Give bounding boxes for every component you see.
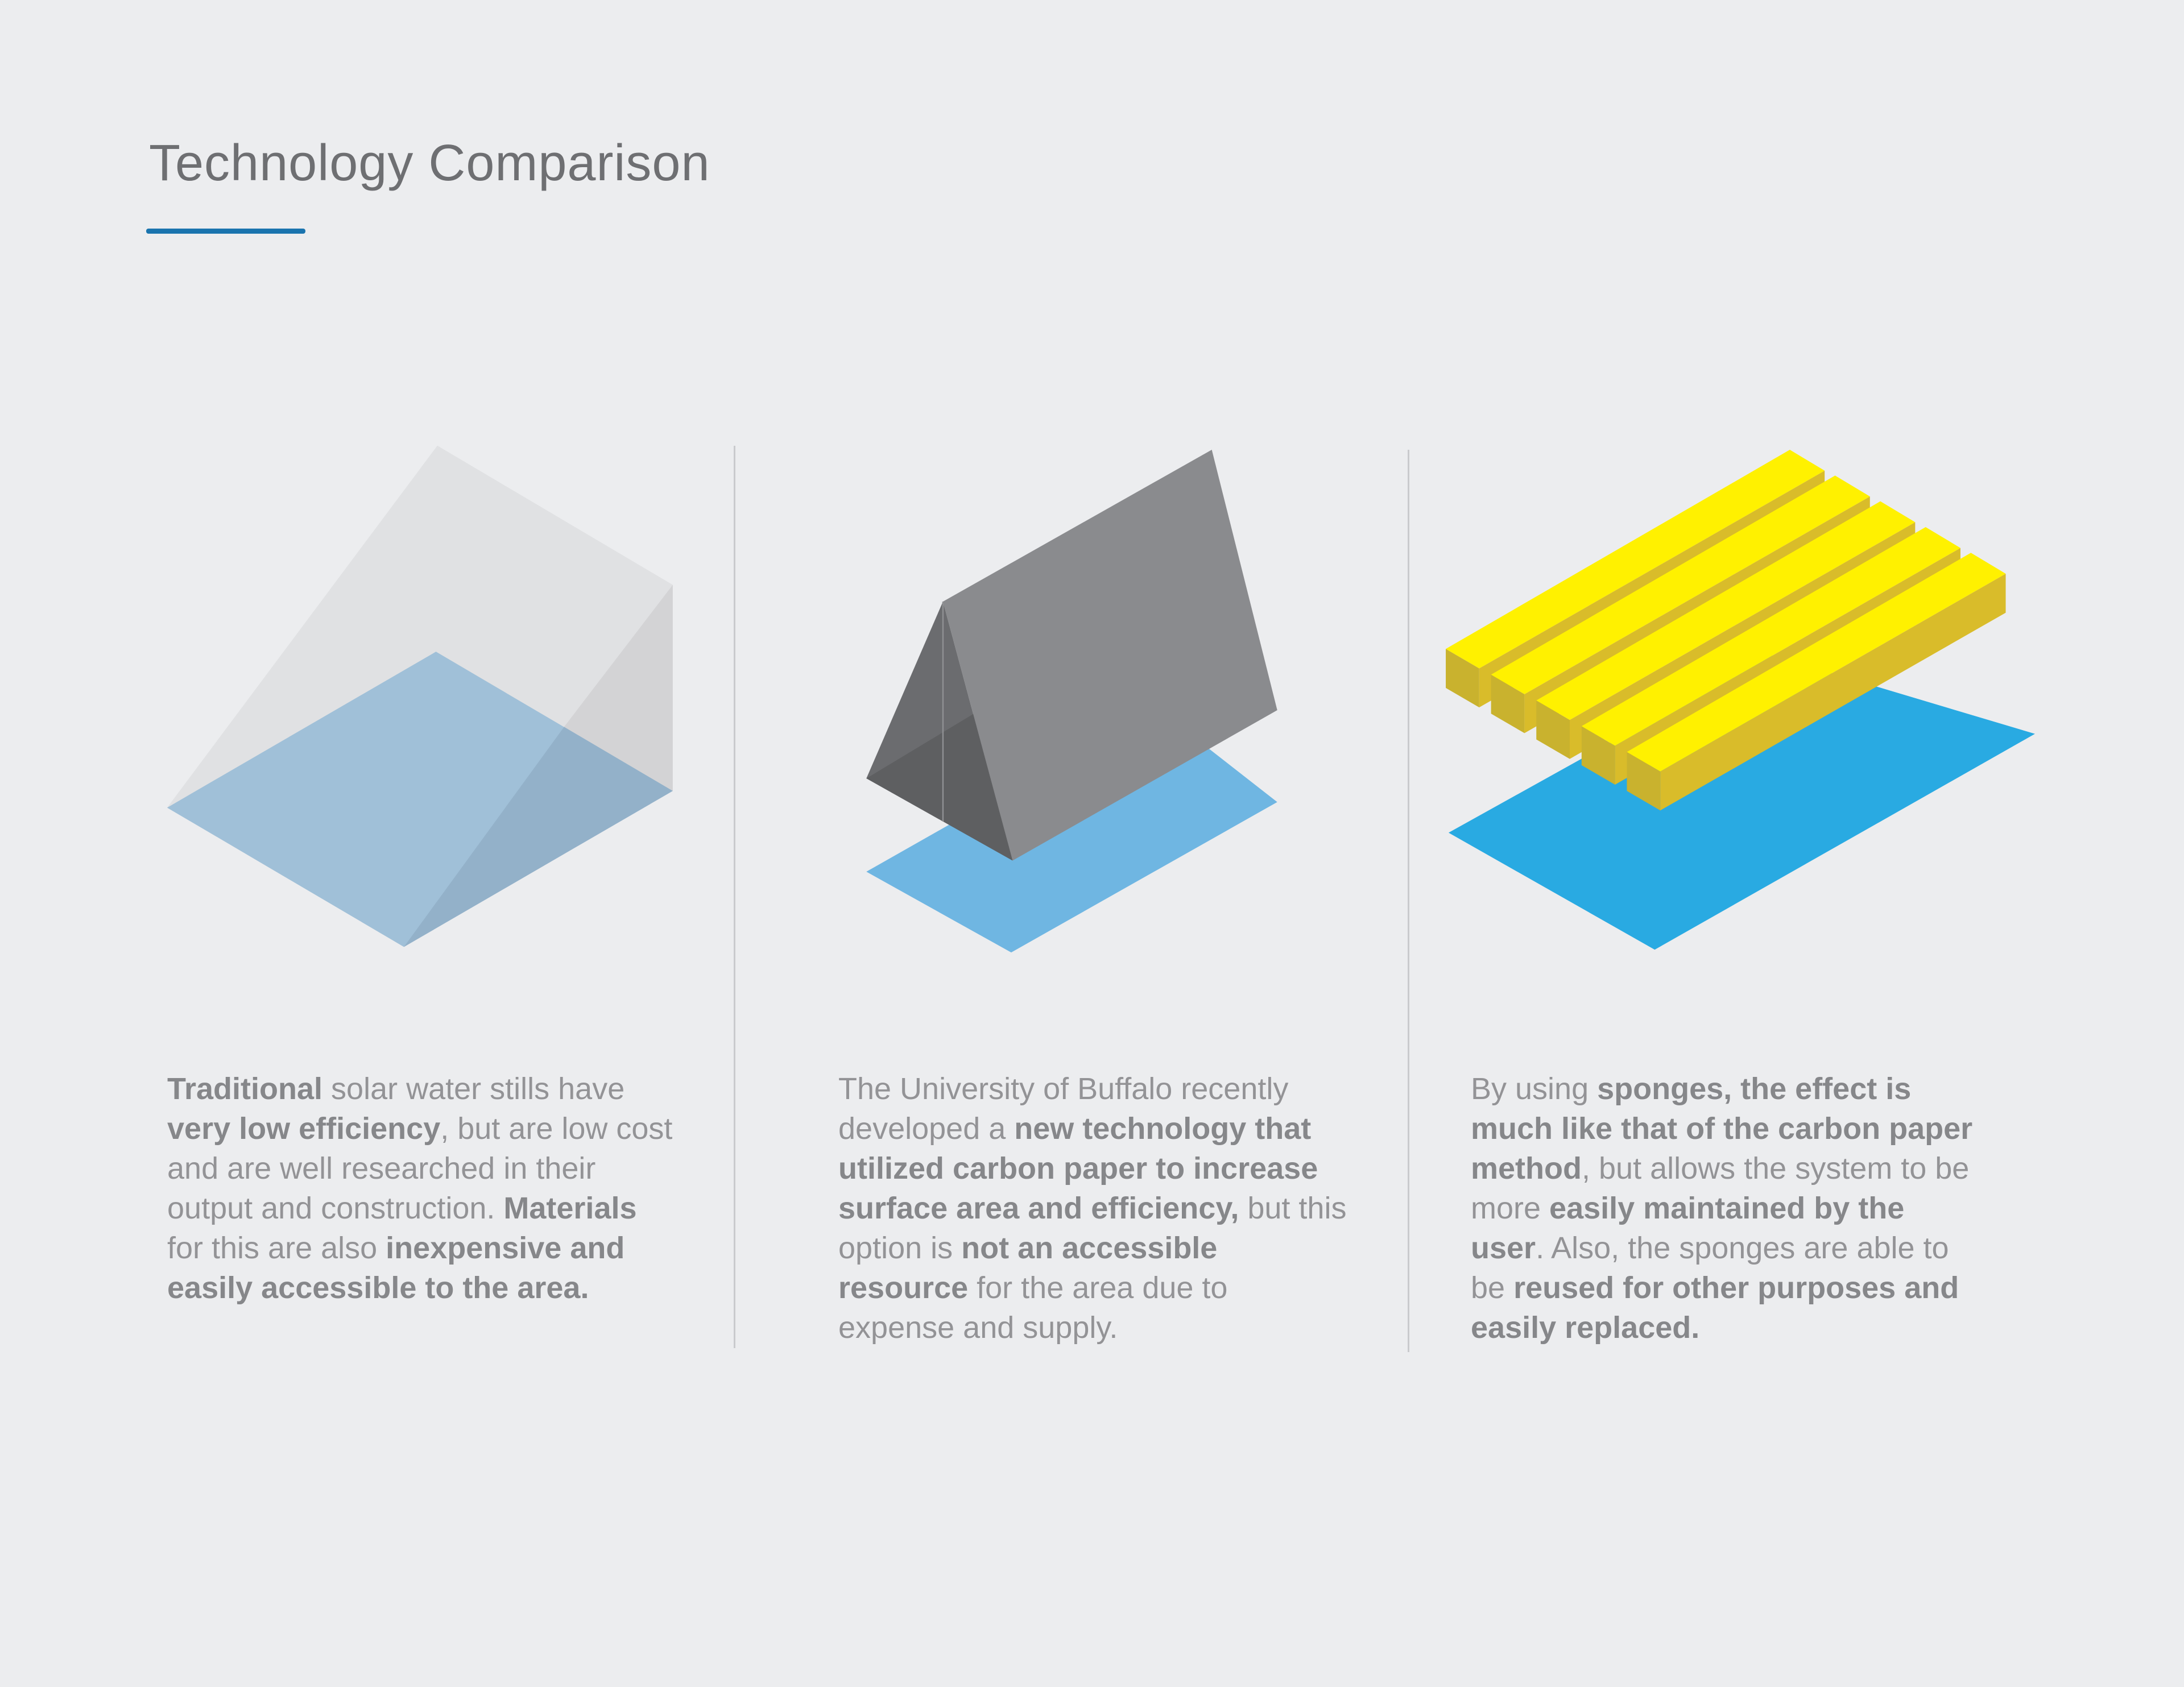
body-text: By using — [1471, 1072, 1598, 1106]
emphasis-text: new technology that utilized carbon pape… — [838, 1112, 1318, 1225]
body-text: for the area due to expense and supply. — [838, 1271, 1228, 1345]
column-1-description: Traditional solar water stills have very… — [167, 1069, 679, 1308]
carbon-paper-illustration — [866, 450, 1277, 953]
body-text: The University of Buffalo recently devel… — [838, 1072, 1289, 1146]
still-glass-side — [564, 585, 673, 791]
sponge-side — [1660, 574, 2006, 811]
emphasis-text: Materials — [503, 1191, 637, 1225]
sponge-top — [1491, 475, 1870, 694]
carbon-water-base — [866, 707, 1277, 953]
emphasis-text: very low efficiency — [167, 1112, 441, 1146]
body-text: . Also, the sponges are able to be — [1471, 1231, 1949, 1305]
sponge-top — [1627, 553, 2006, 772]
body-text: , but allows the system to be more — [1471, 1151, 1970, 1225]
column-divider — [734, 446, 735, 1348]
sponge-water-base — [1448, 654, 2035, 950]
column-2-description: The University of Buffalo recently devel… — [838, 1069, 1350, 1348]
sponge-top — [1446, 450, 1825, 669]
body-text: solar water stills have — [322, 1072, 625, 1106]
tent-roof — [942, 450, 1277, 861]
solar-still-illustration — [167, 445, 673, 947]
body-text: but this option is — [838, 1191, 1347, 1265]
sponge-end — [1446, 649, 1479, 708]
emphasis-text: inexpensive and easily accessible to the… — [167, 1231, 625, 1305]
emphasis-text: reused for other purposes and easily rep… — [1471, 1271, 1959, 1345]
sponge-top — [1536, 501, 1916, 720]
emphasis-text: sponges, the effect is much like that of… — [1471, 1072, 1973, 1186]
emphasis-text: easily maintained by the user — [1471, 1191, 1905, 1265]
sponge-top — [1581, 527, 1960, 746]
column-divider — [1408, 450, 1409, 1352]
emphasis-text: Traditional — [167, 1072, 323, 1106]
still-glass-overlap — [404, 727, 673, 947]
tent-end-shadow — [866, 712, 1013, 861]
page-title: Technology Comparison — [149, 135, 710, 192]
emphasis-text: not an accessible resource — [838, 1231, 1218, 1305]
body-text: for this are also — [167, 1231, 386, 1265]
column-3-description: By using sponges, the effect is much lik… — [1471, 1069, 1983, 1348]
still-water-base — [167, 652, 673, 947]
sponge-illustration — [1446, 450, 2035, 950]
title-underline — [146, 229, 305, 234]
body-text: , but are low cost and are well research… — [167, 1112, 673, 1225]
